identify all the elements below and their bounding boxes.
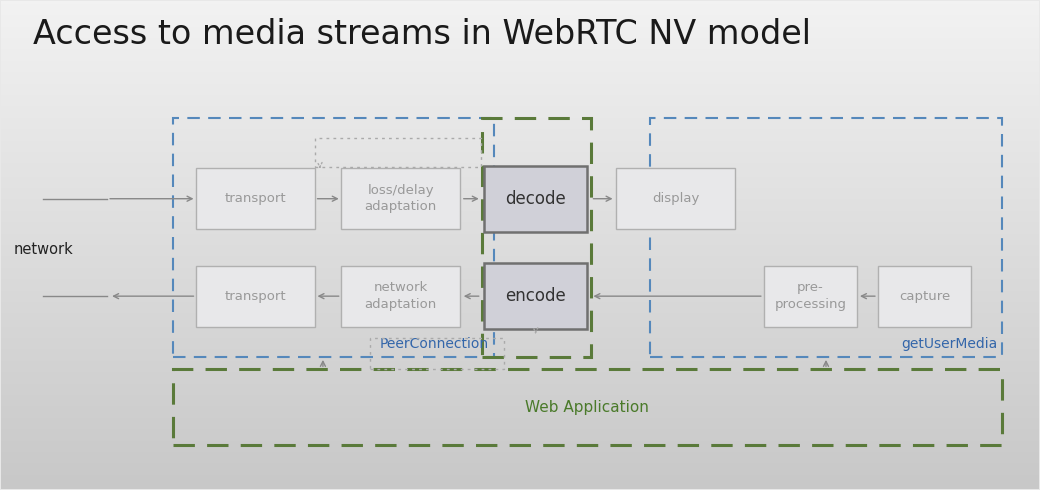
Text: transport: transport xyxy=(225,290,286,303)
Text: network
adaptation: network adaptation xyxy=(365,281,437,311)
Text: pre-
processing: pre- processing xyxy=(775,281,847,311)
Text: Access to media streams in WebRTC NV model: Access to media streams in WebRTC NV mod… xyxy=(32,19,810,51)
FancyBboxPatch shape xyxy=(341,266,461,327)
FancyBboxPatch shape xyxy=(484,166,588,232)
FancyBboxPatch shape xyxy=(763,266,857,327)
Text: Web Application: Web Application xyxy=(525,399,649,415)
FancyBboxPatch shape xyxy=(616,168,735,229)
Text: network: network xyxy=(14,243,74,257)
Text: decode: decode xyxy=(505,190,566,208)
FancyBboxPatch shape xyxy=(878,266,971,327)
Text: capture: capture xyxy=(899,290,951,303)
Text: PeerConnection: PeerConnection xyxy=(380,337,489,351)
Text: loss/delay
adaptation: loss/delay adaptation xyxy=(365,184,437,214)
FancyBboxPatch shape xyxy=(196,168,315,229)
Text: display: display xyxy=(652,192,699,205)
Text: transport: transport xyxy=(225,192,286,205)
FancyBboxPatch shape xyxy=(341,168,461,229)
FancyBboxPatch shape xyxy=(196,266,315,327)
Text: getUserMedia: getUserMedia xyxy=(901,337,997,351)
Text: encode: encode xyxy=(505,287,566,305)
FancyBboxPatch shape xyxy=(484,263,588,329)
